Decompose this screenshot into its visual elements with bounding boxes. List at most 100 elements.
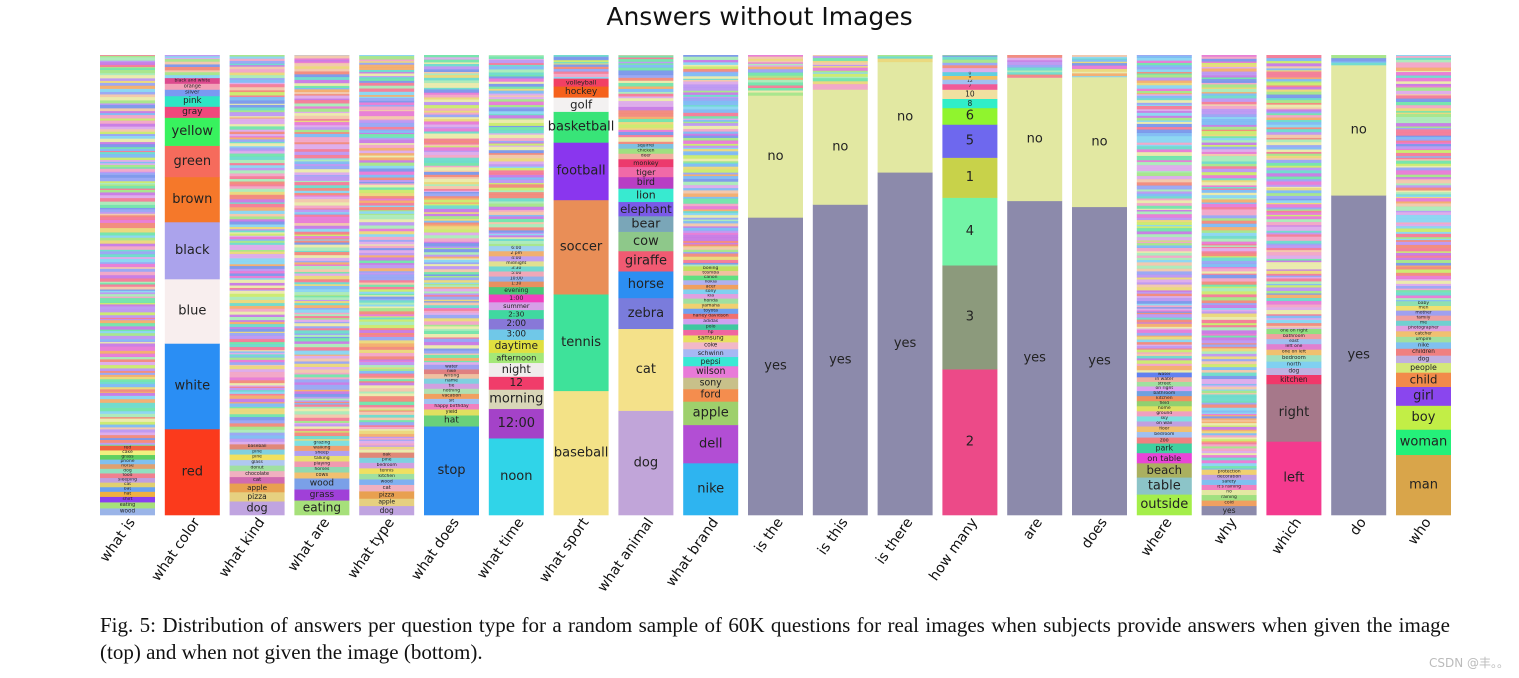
- segment-what-does-8: [424, 378, 479, 384]
- tail-stripe-what-type-148: [359, 106, 415, 111]
- tail-stripe-why-129: [1201, 163, 1257, 167]
- tail-stripe-who-89: [1396, 98, 1451, 101]
- segment-label-what-brand-12: adidas: [703, 318, 718, 324]
- tail-stripe-where-135: [1136, 55, 1192, 58]
- tail-stripe-which-102: [1266, 91, 1322, 95]
- tail-stripe-what-type-50: [359, 334, 415, 337]
- tail-stripe-why-145: [1201, 126, 1257, 130]
- tail-stripe-what-type-12: [359, 426, 415, 430]
- tail-stripe-does-5: [1072, 62, 1127, 66]
- tail-stripe-what-time-4: [488, 235, 544, 238]
- segment-what-time-18: [488, 256, 544, 262]
- tail-stripe-what-is-61: [100, 297, 155, 300]
- category-label-who: who: [1405, 515, 1435, 548]
- segment-label-what-time-5: afternoon: [496, 353, 536, 363]
- segment-what-animal-9: [618, 176, 674, 189]
- tail-stripe-what-time-54: [488, 113, 544, 116]
- tail-stripe-what-time-72: [488, 72, 544, 76]
- tail-stripe-what-kind-61: [229, 289, 285, 291]
- segment-label-where-4: park: [1155, 444, 1173, 453]
- tail-stripe-what-brand-4: [683, 253, 739, 257]
- tail-stripe-which-50: [1266, 214, 1322, 217]
- segment-label-what-brand-3: ford: [701, 390, 721, 401]
- bar-who: manwomanboygirlchildpeopledogchildrennik…: [1396, 55, 1451, 516]
- tail-stripe-what-brand-37: [683, 175, 739, 180]
- tail-stripe-what-is-126: [100, 148, 155, 151]
- tail-stripe-where-86: [1136, 170, 1192, 173]
- segment-label-what-time-16: 3:30: [511, 265, 521, 271]
- tail-stripe-are-3: [1007, 70, 1063, 73]
- tail-stripe-what-time-22: [488, 190, 544, 193]
- tail-stripe-what-animal-10: [618, 116, 674, 120]
- tail-stripe-where-38: [1136, 290, 1192, 292]
- segment-label-what-animal-9: bird: [637, 177, 655, 188]
- tail-stripe-what-kind-73: [229, 261, 285, 265]
- tail-stripe-what-kind-33: [229, 357, 285, 360]
- segment-what-brand-22: [683, 270, 739, 276]
- tail-stripe-who-44: [1396, 196, 1451, 199]
- tail-stripe-what-are-44: [294, 334, 350, 337]
- segment-where-6: [1136, 431, 1192, 438]
- tail-stripe-which-36: [1266, 244, 1322, 249]
- tail-stripe-what-brand-73: [683, 96, 739, 99]
- tail-stripe-what-are-45: [294, 333, 350, 335]
- segment-label-which-8: east: [1289, 338, 1299, 344]
- tail-stripe-what-type-18: [359, 411, 415, 415]
- tail-stripe-what-type-62: [359, 306, 415, 309]
- tail-stripe-why-107: [1201, 218, 1257, 221]
- tail-stripe-why-172: [1201, 64, 1257, 67]
- segment-what-brand-18: [683, 289, 739, 295]
- tail-stripe-what-time-28: [488, 174, 544, 178]
- tail-stripe-why-176: [1201, 56, 1257, 59]
- tail-stripe-what-are-99: [294, 216, 350, 220]
- tail-stripe-what-brand-76: [683, 90, 739, 93]
- segment-who-7: [1396, 348, 1451, 356]
- tail-stripe-what-type-93: [359, 236, 415, 240]
- segment-what-brand-10: [683, 329, 739, 336]
- tail-stripe-what-does-115: [424, 104, 479, 109]
- tail-stripe-what-kind-3: [229, 432, 285, 436]
- tail-stripe-what-brand-15: [683, 230, 739, 233]
- tail-stripe-why-133: [1201, 153, 1257, 157]
- segment-what-kind-6: [229, 459, 285, 466]
- tail-stripe-where-6: [1136, 355, 1192, 359]
- tail-stripe-what-brand-61: [683, 122, 739, 126]
- segment-where-13: [1136, 395, 1192, 402]
- segment-what-is-2: [100, 496, 155, 503]
- tail-stripe-what-type-139: [359, 126, 415, 130]
- tail-stripe-what-is-91: [100, 225, 155, 229]
- tail-stripe-what-time-14: [488, 211, 544, 216]
- tail-stripe-what-does-13: [424, 330, 479, 334]
- tail-stripe-where-41: [1136, 282, 1192, 285]
- segment-label-where-17: in water: [1155, 376, 1174, 382]
- tail-stripe-what-time-16: [488, 206, 544, 210]
- tail-stripe-who-102: [1396, 64, 1451, 68]
- tail-stripe-why-139: [1201, 140, 1257, 143]
- tail-stripe-what-kind-46: [229, 328, 285, 332]
- tail-stripe-what-are-50: [294, 323, 350, 327]
- tail-stripe-what-type-167: [359, 64, 415, 68]
- tail-stripe-what-time-18: [488, 201, 544, 204]
- tail-stripe-what-kind-28: [229, 369, 285, 373]
- tail-stripe-what-is-154: [100, 74, 155, 79]
- segment-who-4: [1396, 372, 1451, 387]
- tail-stripe-what-does-56: [424, 241, 479, 244]
- tail-stripe-what-brand-48: [683, 153, 739, 156]
- segment-label-where-9: sky: [1161, 415, 1169, 421]
- segment-who-3: [1396, 386, 1451, 406]
- tail-stripe-what-does-8: [424, 341, 479, 346]
- tail-stripe-what-type-118: [359, 177, 415, 181]
- tail-stripe-what-color-2: [164, 70, 220, 73]
- tail-stripe-what-does-1: [424, 360, 479, 363]
- segment-what-brand-16: [683, 298, 739, 304]
- tail-stripe-what-color-1: [164, 72, 220, 76]
- tail-stripe-which-11: [1266, 304, 1322, 308]
- tail-stripe-what-is-21: [100, 391, 155, 394]
- segment-label-do-1: no: [1351, 123, 1367, 138]
- tail-stripe-what-is-58: [100, 302, 155, 305]
- tail-stripe-what-is-43: [100, 339, 155, 341]
- tail-stripe-what-does-51: [424, 252, 479, 255]
- tail-stripe-what-time-1: [488, 240, 544, 245]
- tail-stripe-what-does-55: [424, 243, 479, 247]
- tail-stripe-why-51: [1201, 358, 1257, 362]
